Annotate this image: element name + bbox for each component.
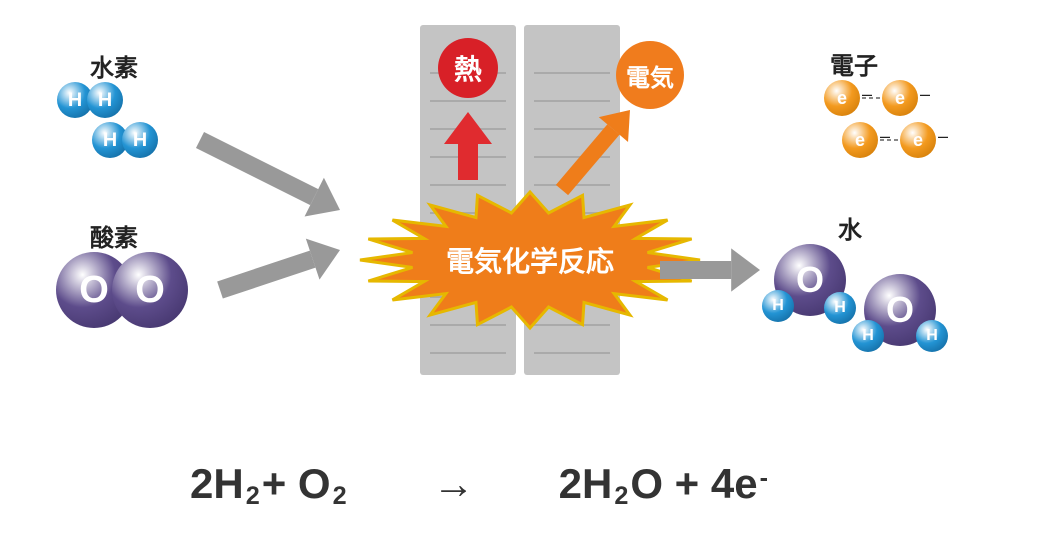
hydrogen-atom: H [122, 122, 158, 158]
equation-part: → 2H [349, 460, 613, 508]
equation-part: 2H [190, 460, 244, 508]
reaction-label: 電気化学反応 [420, 240, 640, 280]
electron-minus: – [938, 126, 948, 147]
electron-atom: e [882, 80, 918, 116]
water-hydrogen-atom: H [852, 320, 884, 352]
electron-atom: e [842, 122, 878, 158]
equation-part: O + 4e [630, 460, 757, 508]
water-hydrogen-atom: H [916, 320, 948, 352]
equation-part: 2 [614, 482, 628, 511]
equation-part: - [760, 464, 768, 493]
equation-part: + O [262, 460, 331, 508]
chemical-equation: 2H2 + O2 → 2H2O + 4e- [190, 460, 768, 508]
equation-part: 2 [246, 482, 260, 511]
hydrogen-atom: H [87, 82, 123, 118]
water-hydrogen-atom: H [824, 292, 856, 324]
electron-atom: e [824, 80, 860, 116]
electron-minus: – [920, 84, 930, 105]
equation-part: 2 [333, 482, 347, 511]
electron-minus: – [862, 84, 872, 105]
water-hydrogen-atom: H [762, 290, 794, 322]
electron-atom: e [900, 122, 936, 158]
electron-minus: – [880, 126, 890, 147]
oxygen-atom: O [112, 252, 188, 328]
